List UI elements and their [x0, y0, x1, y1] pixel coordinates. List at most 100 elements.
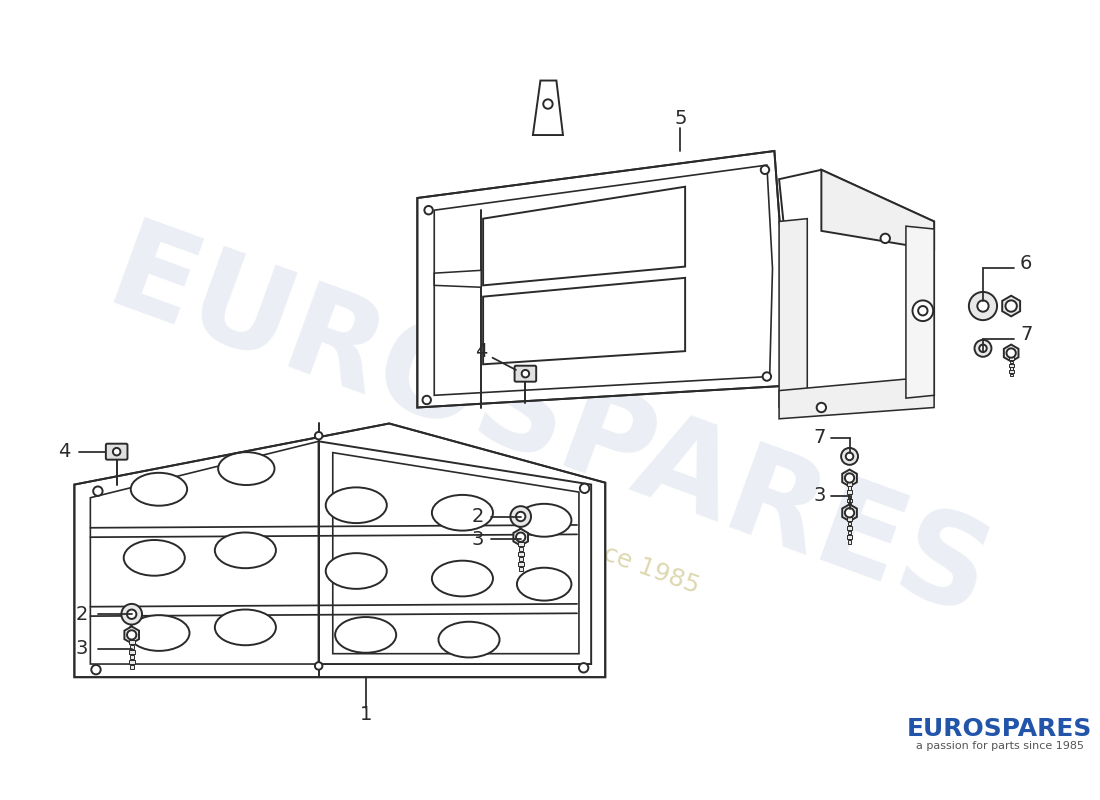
Text: 2: 2	[76, 605, 88, 624]
Bar	[130, 665, 134, 669]
Polygon shape	[779, 218, 807, 407]
Bar	[1010, 367, 1013, 370]
Ellipse shape	[326, 553, 387, 589]
Text: 7: 7	[813, 428, 826, 447]
Polygon shape	[906, 226, 934, 398]
Circle shape	[126, 610, 136, 619]
Circle shape	[761, 166, 769, 174]
Bar	[848, 486, 851, 490]
Ellipse shape	[336, 617, 396, 653]
Circle shape	[816, 403, 826, 412]
FancyBboxPatch shape	[106, 444, 128, 460]
Circle shape	[521, 370, 529, 378]
Text: EUROSPARES: EUROSPARES	[92, 213, 1005, 644]
Circle shape	[1005, 300, 1016, 312]
Circle shape	[845, 474, 855, 482]
Polygon shape	[319, 442, 591, 664]
Ellipse shape	[129, 615, 189, 651]
Ellipse shape	[439, 622, 499, 658]
Polygon shape	[124, 626, 139, 643]
Circle shape	[126, 630, 136, 639]
Circle shape	[580, 484, 590, 493]
Bar	[130, 654, 134, 659]
Text: 4: 4	[58, 442, 70, 461]
Circle shape	[91, 665, 101, 674]
Bar	[848, 540, 851, 543]
Polygon shape	[822, 170, 934, 250]
Circle shape	[913, 301, 933, 321]
Circle shape	[1006, 348, 1015, 358]
Circle shape	[579, 663, 588, 673]
Bar	[519, 567, 522, 571]
Circle shape	[969, 292, 997, 320]
Bar	[129, 650, 134, 654]
Circle shape	[918, 306, 927, 315]
Ellipse shape	[517, 568, 571, 601]
Text: 3: 3	[813, 486, 826, 506]
Bar	[519, 557, 522, 561]
Text: EUROSPARES: EUROSPARES	[908, 717, 1092, 741]
Ellipse shape	[432, 561, 493, 596]
Circle shape	[315, 662, 322, 670]
Circle shape	[94, 486, 102, 496]
Bar	[848, 502, 851, 506]
Circle shape	[543, 99, 552, 109]
Text: 6: 6	[1020, 254, 1033, 274]
Circle shape	[315, 432, 322, 439]
Text: 3: 3	[76, 639, 88, 658]
Circle shape	[881, 234, 890, 243]
Polygon shape	[483, 278, 685, 364]
Bar	[848, 494, 851, 498]
Bar	[1010, 374, 1013, 377]
Bar	[847, 517, 851, 521]
Polygon shape	[483, 186, 685, 286]
Bar	[847, 526, 851, 530]
Polygon shape	[779, 377, 934, 418]
Circle shape	[842, 448, 858, 465]
Polygon shape	[843, 470, 857, 486]
Circle shape	[121, 604, 142, 625]
Polygon shape	[514, 529, 528, 546]
Bar	[518, 552, 524, 556]
Circle shape	[510, 506, 531, 527]
Ellipse shape	[432, 495, 493, 530]
Circle shape	[516, 512, 526, 522]
Ellipse shape	[123, 540, 185, 576]
Bar	[847, 535, 851, 539]
Bar	[519, 547, 522, 551]
Circle shape	[762, 372, 771, 381]
Bar	[848, 530, 851, 534]
Bar	[848, 522, 851, 526]
Bar	[847, 490, 851, 494]
Bar	[847, 498, 851, 502]
Text: 1: 1	[360, 706, 372, 724]
Bar	[130, 645, 134, 649]
Circle shape	[516, 533, 526, 542]
Ellipse shape	[214, 610, 276, 646]
Bar	[518, 542, 524, 546]
Ellipse shape	[131, 473, 187, 506]
Bar	[847, 482, 851, 486]
Polygon shape	[843, 504, 857, 522]
Polygon shape	[1004, 345, 1019, 362]
Polygon shape	[75, 423, 605, 677]
Text: 2: 2	[471, 507, 484, 526]
FancyBboxPatch shape	[515, 366, 536, 382]
Text: 4: 4	[475, 342, 487, 361]
Circle shape	[975, 340, 991, 357]
Circle shape	[977, 301, 989, 312]
Circle shape	[422, 396, 431, 404]
Text: 5: 5	[674, 109, 686, 128]
Bar	[129, 660, 134, 664]
Polygon shape	[434, 270, 481, 287]
Circle shape	[113, 448, 120, 455]
Bar	[129, 639, 134, 644]
Polygon shape	[417, 151, 784, 407]
Circle shape	[846, 453, 854, 460]
Ellipse shape	[326, 487, 387, 523]
Bar	[1009, 370, 1013, 373]
Polygon shape	[532, 81, 563, 135]
Polygon shape	[779, 170, 934, 407]
Circle shape	[845, 508, 855, 518]
Bar	[1009, 358, 1013, 360]
